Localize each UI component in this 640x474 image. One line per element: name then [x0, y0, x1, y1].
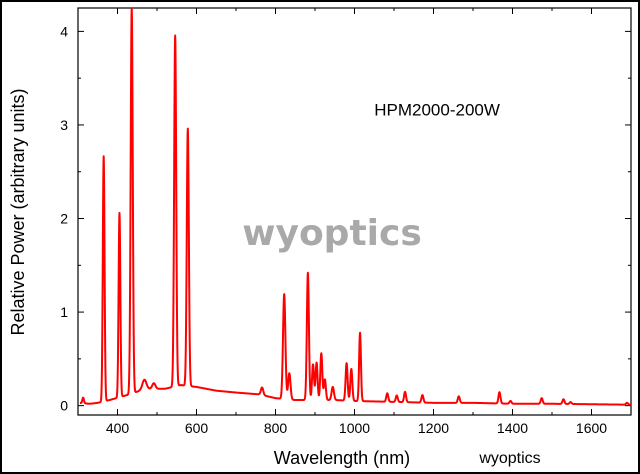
- y-tick-label: 4: [60, 23, 68, 39]
- lamp-model-annotation: HPM2000-200W: [374, 101, 500, 120]
- axis-ticks: [77, 8, 632, 415]
- x-tick-label: 1200: [418, 420, 449, 436]
- x-tick-label: 1000: [339, 420, 370, 436]
- plot-area: [77, 7, 632, 416]
- x-tick-label: 1600: [576, 420, 607, 436]
- x-axis-label: Wavelength (nm): [274, 448, 410, 468]
- watermark-small: wyoptics: [478, 450, 540, 467]
- y-tick-label: 2: [60, 211, 68, 227]
- watermark: wyoptics: [242, 213, 422, 254]
- x-tick-label: 1400: [497, 420, 528, 436]
- x-tick-label: 600: [185, 420, 209, 436]
- spectrum-series-line: [79, 7, 632, 406]
- y-axis-label: Relative Power (arbitrary units): [8, 88, 28, 335]
- x-tick-label: 400: [106, 420, 130, 436]
- y-tick-labels: 0 1 2 3 4: [60, 23, 68, 413]
- y-tick-label: 3: [60, 117, 68, 133]
- y-tick-label: 1: [60, 304, 68, 320]
- y-tick-label: 0: [60, 398, 68, 414]
- x-tick-label: 800: [264, 420, 288, 436]
- x-tick-labels: 400 600 800 1000 1200 1400 1600: [106, 420, 607, 436]
